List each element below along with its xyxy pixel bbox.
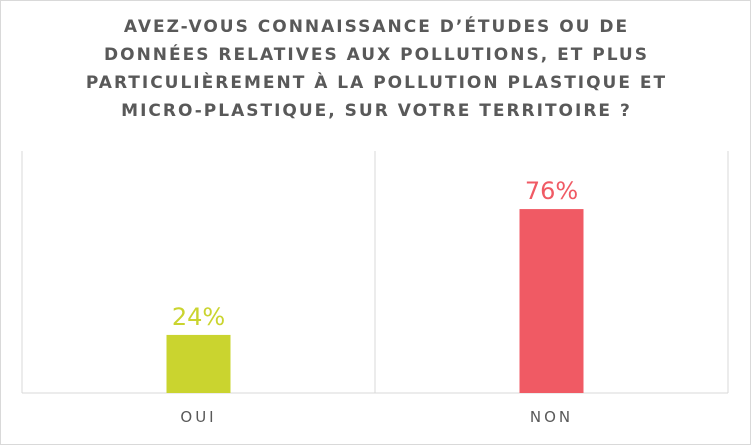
data-label-non: 76% — [525, 177, 578, 205]
bar-oui — [166, 334, 231, 393]
x-tick-label-non: NON — [530, 408, 573, 426]
chart-title-line-1: AVEZ-VOUS CONNAISSANCE D’ÉTUDES OU DE — [123, 17, 630, 37]
chart-title: AVEZ-VOUS CONNAISSANCE D’ÉTUDES OU DE DO… — [41, 13, 712, 125]
chart-title-line-2: DONNÉES RELATIVES AUX POLLUTIONS, ET PLU… — [104, 45, 649, 65]
x-tick-label-oui: OUI — [180, 408, 216, 426]
data-label-oui: 24% — [172, 303, 225, 331]
chart-title-line-4: MICRO-PLASTIQUE, SUR VOTRE TERRITOIRE ? — [121, 101, 632, 121]
chart-title-line-3: PARTICULIÈREMENT À LA POLLUTION PLASTIQU… — [85, 73, 668, 93]
bar-non — [519, 209, 584, 393]
